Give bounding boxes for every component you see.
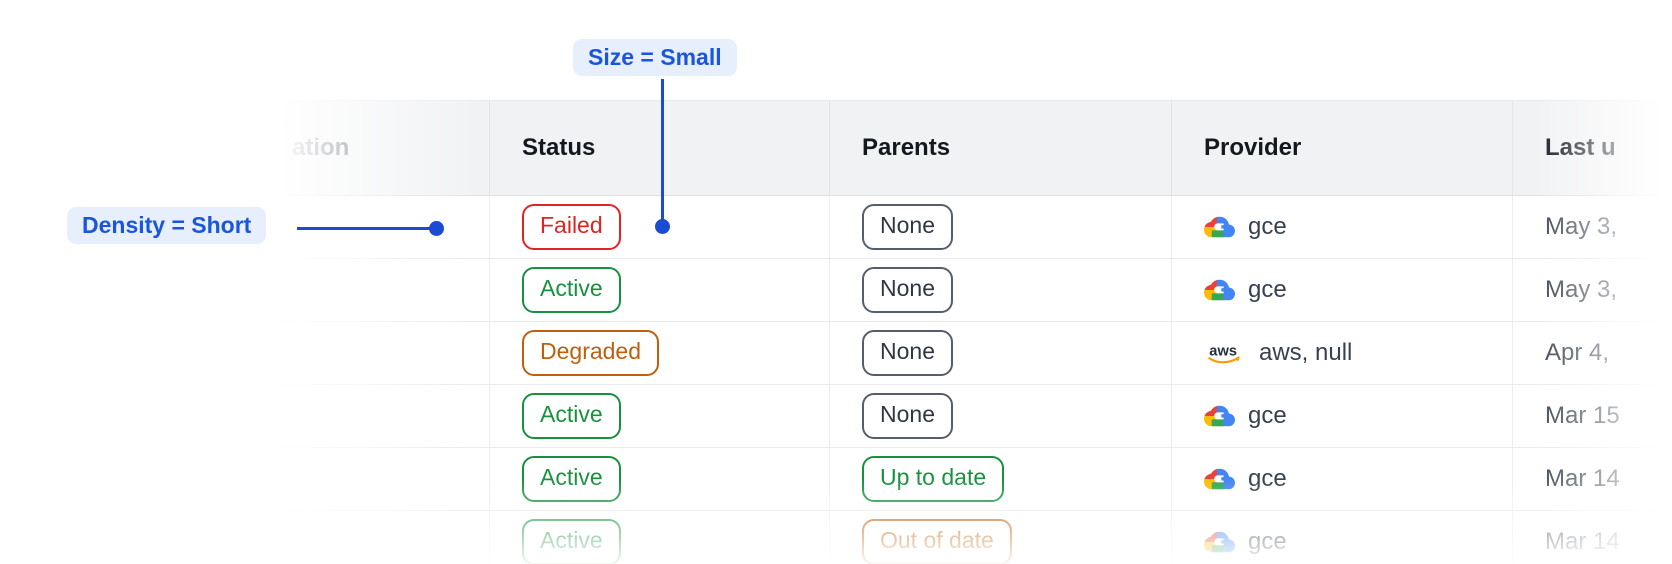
parents-cell: None	[830, 385, 1172, 447]
gcp-icon	[1204, 216, 1235, 238]
gcp-icon	[1204, 531, 1235, 553]
name-cell	[0, 196, 490, 258]
header-cell-name: ation	[0, 101, 490, 195]
last-updated-value: Mar 14	[1545, 465, 1620, 492]
status-badge: Degraded	[522, 330, 660, 376]
header-cell-last-updated: Last u	[1513, 101, 1672, 195]
provider-cell: gce	[1172, 385, 1513, 447]
last-updated-cell: Mar 15	[1513, 385, 1672, 447]
header-label-last-updated: Last u	[1545, 134, 1616, 161]
aws-icon	[1204, 342, 1246, 365]
table-row[interactable]: Active Up to date gce Mar 14	[0, 448, 1672, 511]
header-cell-parents: Parents	[830, 101, 1172, 195]
provider-label: aws, null	[1259, 339, 1353, 366]
name-cell	[0, 511, 490, 564]
last-updated-value: Mar 15	[1545, 402, 1620, 429]
parents-cell: None	[830, 259, 1172, 321]
status-badge: Active	[522, 519, 621, 564]
provider-label: gce	[1248, 465, 1287, 492]
status-cell: Active	[490, 259, 830, 321]
parents-badge: Up to date	[862, 456, 1005, 502]
header-label-status: Status	[522, 134, 596, 161]
annotation-size-label: Size = Small	[573, 39, 737, 76]
name-cell	[0, 259, 490, 321]
table-row[interactable]: Active None gce Mar 15	[0, 385, 1672, 448]
last-updated-cell: May 3,	[1513, 196, 1672, 258]
parents-cell: Up to date	[830, 448, 1172, 510]
status-badge: Active	[522, 393, 621, 439]
last-updated-cell: Mar 14	[1513, 448, 1672, 510]
density-connector-dot	[429, 221, 444, 236]
last-updated-cell: Apr 4,	[1513, 322, 1672, 384]
gcp-icon	[1204, 468, 1235, 490]
table-body: Failed None gce May 3, Acti	[0, 196, 1672, 564]
header-label-name: ation	[292, 134, 350, 161]
name-cell	[0, 322, 490, 384]
parents-badge: None	[862, 267, 953, 313]
last-updated-value: Mar 14	[1545, 528, 1620, 555]
header-label-provider: Provider	[1204, 134, 1302, 161]
provider-label: gce	[1248, 402, 1287, 429]
parents-badge: None	[862, 330, 953, 376]
provider-label: gce	[1248, 528, 1287, 555]
provider-label: gce	[1248, 213, 1287, 240]
status-badge: Active	[522, 267, 621, 313]
status-badge: Active	[522, 456, 621, 502]
status-cell: Degraded	[490, 322, 830, 384]
name-cell	[0, 385, 490, 447]
header-cell-status: Status	[490, 101, 830, 195]
annotation-density-label: Density = Short	[67, 207, 267, 244]
provider-cell: gce	[1172, 196, 1513, 258]
table-row[interactable]: Active None gce May 3,	[0, 259, 1672, 322]
provider-cell: gce	[1172, 448, 1513, 510]
table-header: ation Status Parents Provider Last u	[0, 100, 1672, 196]
density-connector-line	[297, 227, 431, 230]
gcp-icon	[1204, 405, 1235, 427]
header-label-parents: Parents	[862, 134, 951, 161]
size-connector-line	[661, 79, 664, 220]
data-table: ation Status Parents Provider Last u Fai…	[0, 100, 1672, 564]
parents-badge: Out of date	[862, 519, 1012, 564]
name-cell	[0, 448, 490, 510]
last-updated-value: May 3,	[1545, 276, 1618, 303]
parents-badge: None	[862, 393, 953, 439]
status-cell: Active	[490, 511, 830, 564]
status-cell: Failed	[490, 196, 830, 258]
table-row[interactable]: Active Out of date gce Mar 14	[0, 511, 1672, 564]
parents-badge: None	[862, 204, 953, 250]
status-badge: Failed	[522, 204, 621, 250]
header-cell-provider: Provider	[1172, 101, 1513, 195]
parents-cell: None	[830, 322, 1172, 384]
gcp-icon	[1204, 279, 1235, 301]
parents-cell: None	[830, 196, 1172, 258]
status-cell: Active	[490, 448, 830, 510]
status-cell: Active	[490, 385, 830, 447]
provider-label: gce	[1248, 276, 1287, 303]
last-updated-cell: May 3,	[1513, 259, 1672, 321]
size-connector-dot	[655, 219, 670, 234]
provider-cell: gce	[1172, 511, 1513, 564]
provider-cell: gce	[1172, 259, 1513, 321]
last-updated-value: Apr 4,	[1545, 339, 1610, 366]
last-updated-value: May 3,	[1545, 213, 1618, 240]
last-updated-cell: Mar 14	[1513, 511, 1672, 564]
table-row[interactable]: Degraded None aws, null Apr 4,	[0, 322, 1672, 385]
provider-cell: aws, null	[1172, 322, 1513, 384]
parents-cell: Out of date	[830, 511, 1172, 564]
